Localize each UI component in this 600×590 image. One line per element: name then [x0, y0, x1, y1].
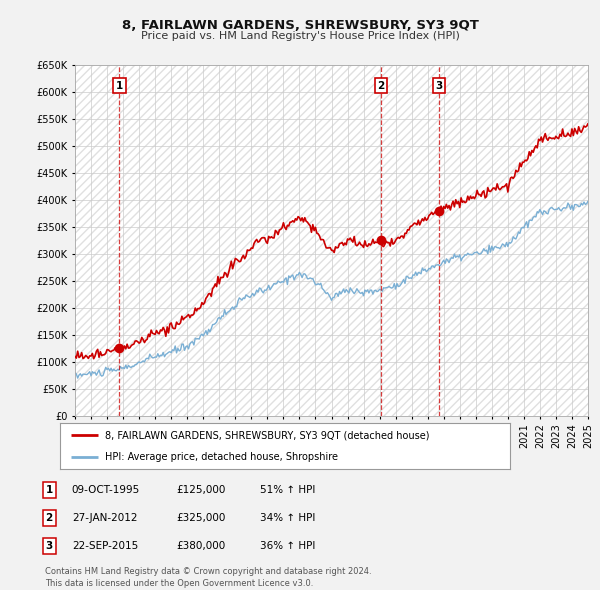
- Text: £325,000: £325,000: [176, 513, 226, 523]
- Text: Contains HM Land Registry data © Crown copyright and database right 2024.
This d: Contains HM Land Registry data © Crown c…: [45, 568, 371, 588]
- Text: 51% ↑ HPI: 51% ↑ HPI: [260, 486, 316, 495]
- Text: 8, FAIRLAWN GARDENS, SHREWSBURY, SY3 9QT (detached house): 8, FAIRLAWN GARDENS, SHREWSBURY, SY3 9QT…: [105, 431, 430, 441]
- Text: £380,000: £380,000: [176, 542, 226, 551]
- Text: 09-OCT-1995: 09-OCT-1995: [71, 486, 139, 495]
- Text: 3: 3: [436, 81, 443, 91]
- Text: 1: 1: [46, 486, 53, 495]
- Text: 34% ↑ HPI: 34% ↑ HPI: [260, 513, 316, 523]
- Text: £125,000: £125,000: [176, 486, 226, 495]
- Text: 8, FAIRLAWN GARDENS, SHREWSBURY, SY3 9QT: 8, FAIRLAWN GARDENS, SHREWSBURY, SY3 9QT: [122, 19, 478, 32]
- Text: 3: 3: [46, 542, 53, 551]
- Text: 22-SEP-2015: 22-SEP-2015: [72, 542, 138, 551]
- Text: 27-JAN-2012: 27-JAN-2012: [72, 513, 138, 523]
- Text: 1: 1: [116, 81, 123, 91]
- Text: 2: 2: [377, 81, 385, 91]
- Text: 2: 2: [46, 513, 53, 523]
- Text: 36% ↑ HPI: 36% ↑ HPI: [260, 542, 316, 551]
- Text: HPI: Average price, detached house, Shropshire: HPI: Average price, detached house, Shro…: [105, 451, 338, 461]
- Text: Price paid vs. HM Land Registry's House Price Index (HPI): Price paid vs. HM Land Registry's House …: [140, 31, 460, 41]
